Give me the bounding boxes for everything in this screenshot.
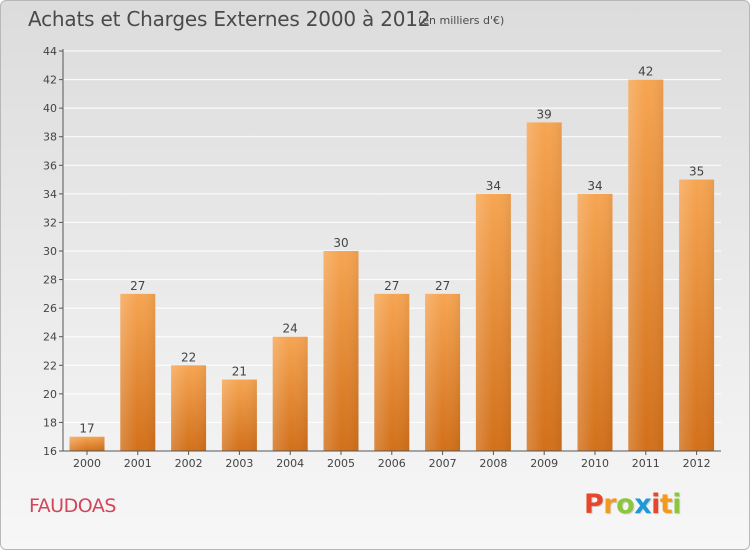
- bar-sheen: [374, 293, 410, 451]
- y-tick-label: 44: [43, 45, 57, 58]
- logo-letter: i: [651, 489, 660, 520]
- bar-sheen: [425, 293, 461, 451]
- data-label: 22: [181, 350, 196, 364]
- logo-letter: o: [616, 489, 635, 520]
- x-tick-label: 2001: [124, 457, 152, 470]
- x-tick-label: 2006: [378, 457, 406, 470]
- y-tick-label: 22: [43, 359, 57, 372]
- y-tick-label: 26: [43, 302, 57, 315]
- data-label: 35: [689, 165, 704, 179]
- data-label: 34: [587, 179, 602, 193]
- x-axis: 2000 2001 2002 2003 2004 2005 2006 2007 2008 2009…: [63, 450, 721, 470]
- chart-title: Achats et Charges Externes 2000 à 2012: [28, 7, 431, 31]
- data-label: 39: [537, 107, 552, 121]
- bar-sheen: [120, 293, 156, 451]
- data-label: 27: [130, 279, 145, 293]
- bar-sheen: [475, 193, 511, 451]
- y-tick-label: 42: [43, 74, 57, 87]
- y-tick-label: 24: [43, 331, 57, 344]
- chart-subtitle: (en milliers d'€): [418, 14, 505, 27]
- y-tick-label: 32: [43, 216, 57, 229]
- y-tick-label: 20: [43, 388, 57, 401]
- bar-sheen: [69, 436, 105, 451]
- x-tick-label: 2009: [530, 457, 558, 470]
- y-tick-label: 38: [43, 131, 57, 144]
- data-label: 21: [232, 365, 247, 379]
- logo-letter: r: [603, 489, 617, 520]
- data-label: 17: [79, 422, 94, 436]
- proxiti-logo[interactable]: Proxiti: [584, 489, 682, 520]
- bars: 17 27 22 21 24 30 27 27 34 39 34 42 35: [69, 65, 715, 452]
- logo-letter: x: [634, 489, 652, 520]
- x-tick-label: 2004: [276, 457, 304, 470]
- data-label: 27: [384, 279, 399, 293]
- commune-name: FAUDOAS: [29, 495, 116, 517]
- data-label: 30: [333, 236, 348, 250]
- y-tick-label: 34: [43, 188, 57, 201]
- bar-sheen: [628, 79, 664, 452]
- x-tick-label: 2008: [479, 457, 507, 470]
- x-tick-label: 2011: [632, 457, 660, 470]
- y-tick-label: 16: [43, 445, 57, 458]
- bar-sheen: [526, 122, 562, 451]
- logo-letter: t: [659, 489, 673, 520]
- bar-sheen: [171, 365, 207, 451]
- data-label: 24: [283, 322, 298, 336]
- y-tick-label: 28: [43, 274, 57, 287]
- bar-sheen: [679, 179, 715, 452]
- data-label: 34: [486, 179, 501, 193]
- x-tick-label: 2012: [683, 457, 711, 470]
- y-axis: 16 18 20 22 24 26 28 30 32 34 36 38 40 42 44: [43, 45, 64, 458]
- y-tick-label: 36: [43, 159, 57, 172]
- logo-letter: P: [584, 489, 604, 520]
- y-tick-label: 30: [43, 245, 57, 258]
- bar-sheen: [577, 193, 613, 451]
- x-tick-label: 2010: [581, 457, 609, 470]
- logo-letter: i: [672, 489, 682, 520]
- bar-sheen: [221, 379, 257, 451]
- bar-sheen: [323, 251, 359, 451]
- data-label: 27: [435, 279, 450, 293]
- y-tick-label: 40: [43, 102, 57, 115]
- x-tick-label: 2000: [73, 457, 101, 470]
- x-tick-label: 2007: [429, 457, 457, 470]
- x-tick-label: 2003: [225, 457, 253, 470]
- x-tick-label: 2002: [175, 457, 203, 470]
- data-label: 42: [638, 65, 653, 79]
- bar-sheen: [272, 336, 308, 451]
- y-tick-label: 18: [43, 416, 57, 429]
- x-tick-label: 2005: [327, 457, 355, 470]
